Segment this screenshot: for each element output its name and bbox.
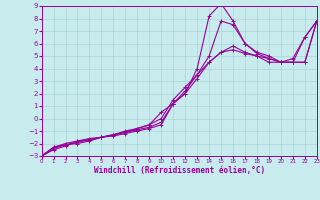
X-axis label: Windchill (Refroidissement éolien,°C): Windchill (Refroidissement éolien,°C) <box>94 166 265 175</box>
